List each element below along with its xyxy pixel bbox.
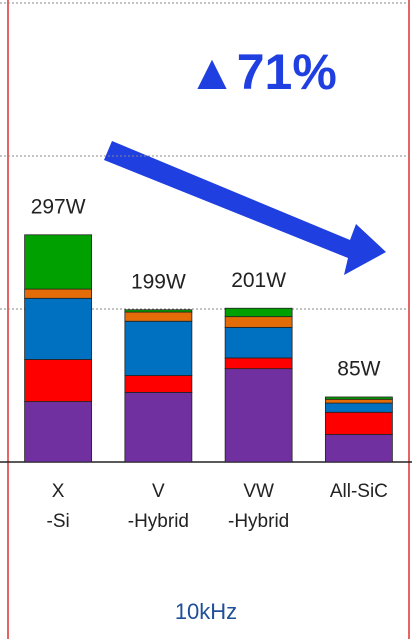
bar-segment bbox=[324, 402, 393, 413]
bar-segment bbox=[324, 434, 393, 463]
bar-segment bbox=[124, 320, 193, 376]
total-label: 297W bbox=[31, 195, 86, 218]
bar-segment bbox=[124, 311, 193, 322]
annotation: ▲71% bbox=[187, 44, 337, 100]
bar-segment bbox=[224, 326, 293, 359]
bar-segment bbox=[24, 297, 93, 360]
bar-segment bbox=[324, 398, 393, 404]
bar-segment bbox=[124, 375, 193, 393]
x-tick-label: -Hybrid bbox=[128, 511, 189, 532]
bar-segment bbox=[324, 396, 393, 400]
total-label: 199W bbox=[131, 270, 186, 293]
total-label: 201W bbox=[231, 269, 286, 292]
bar-segment bbox=[224, 316, 293, 328]
x-tick-label: X bbox=[52, 481, 65, 502]
x-tick-label: -Hybrid bbox=[228, 511, 289, 532]
bar-segment bbox=[24, 234, 93, 290]
trend-arrow bbox=[104, 141, 386, 275]
bar-segment bbox=[224, 368, 293, 463]
bar-segment bbox=[324, 411, 393, 435]
x-tick-label: -Si bbox=[47, 511, 70, 532]
x-tick-label: All-SiC bbox=[330, 481, 388, 502]
bar-segment bbox=[224, 357, 293, 370]
total-label: 85W bbox=[337, 358, 380, 381]
footer: 10kHz bbox=[175, 599, 237, 624]
x-tick-label: VW bbox=[243, 481, 274, 502]
bar-segment bbox=[124, 391, 193, 463]
bar-segment bbox=[24, 401, 93, 463]
bar-segment bbox=[224, 307, 293, 318]
bar-segment bbox=[24, 288, 93, 299]
bar-segment bbox=[24, 359, 93, 402]
x-tick-label: V bbox=[152, 481, 165, 502]
bar-segment bbox=[124, 309, 193, 313]
